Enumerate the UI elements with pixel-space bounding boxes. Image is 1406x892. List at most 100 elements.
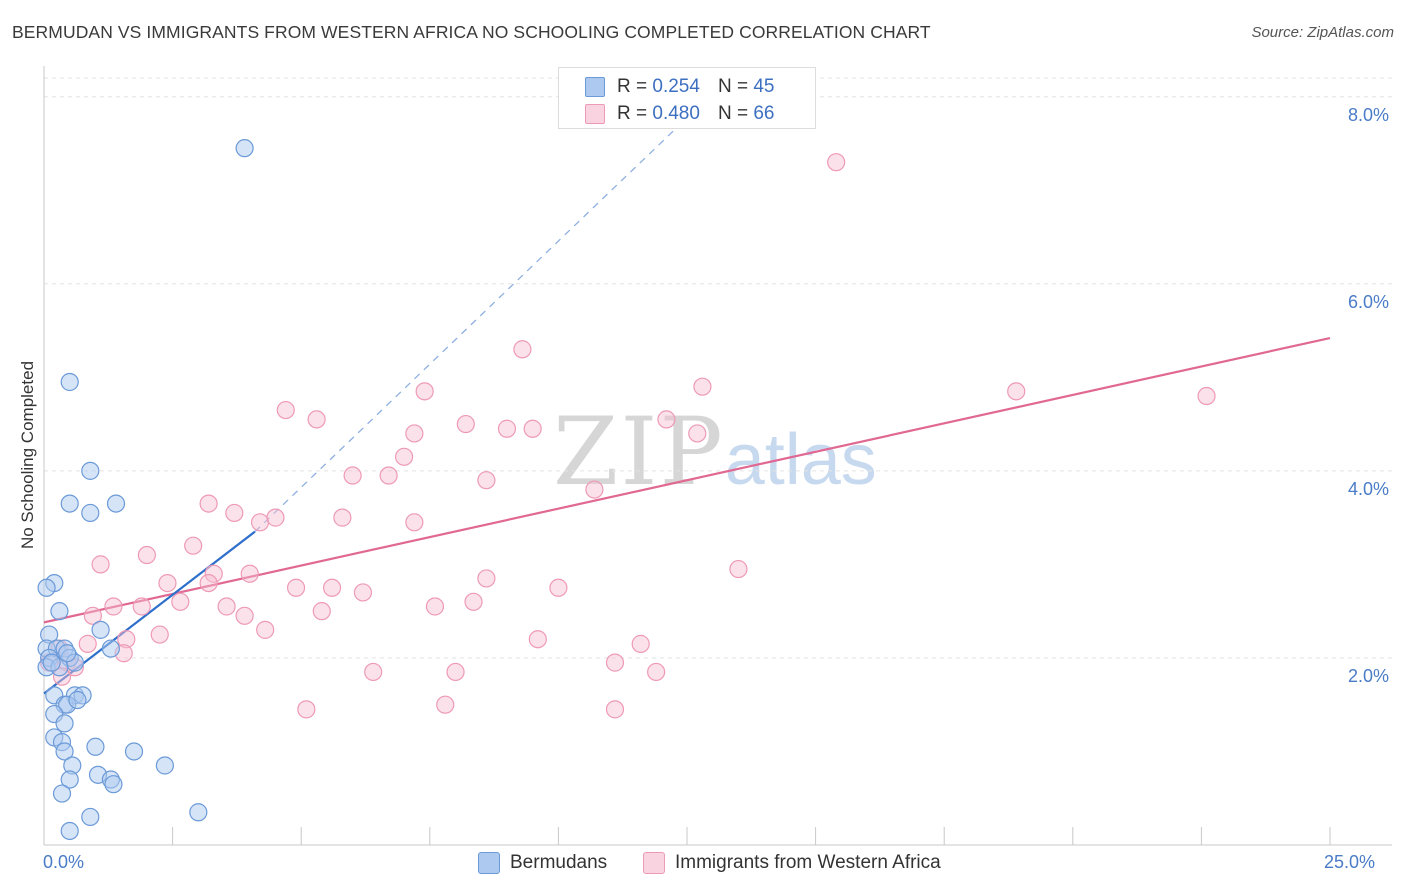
legend-r-label: R =: [617, 103, 648, 124]
legend-n-value: 66: [753, 103, 775, 124]
point-bermudans: [81, 503, 100, 523]
series-legend-bermudans[interactable]: Bermudans: [478, 852, 607, 874]
watermark-atlas: atlas: [724, 420, 877, 500]
series-label-bermudans: Bermudans: [510, 852, 608, 873]
legend-r-label: R =: [617, 76, 648, 97]
point-wafrica: [513, 340, 532, 359]
point-wafrica: [394, 447, 414, 466]
point-wafrica: [497, 419, 517, 438]
series-legend: Bermudans Immigrants from Western Africa: [0, 852, 1406, 876]
point-wafrica: [91, 555, 110, 574]
point-bermudans: [37, 578, 56, 597]
point-bermudans: [42, 653, 61, 672]
point-wafrica: [688, 424, 707, 443]
point-wafrica: [827, 153, 846, 172]
source-label: Source: ZipAtlas.com: [1251, 24, 1394, 41]
point-wafrica: [199, 573, 218, 593]
point-wafrica: [343, 466, 362, 485]
point-bermudans: [104, 775, 123, 794]
point-wafrica: [405, 513, 424, 532]
point-wafrica: [631, 634, 650, 653]
point-wafrica: [137, 545, 156, 565]
point-wafrica: [364, 662, 383, 682]
legend-r-value: 0.480: [652, 103, 700, 124]
point-wafrica: [446, 662, 465, 682]
point-wafrica: [78, 634, 97, 653]
legend-n-label: N =: [717, 103, 749, 124]
correlation-legend: R = 0.254 N = 45 R = 0.480 N = 66: [558, 67, 816, 129]
series-swatch-bermudans: [478, 852, 500, 874]
series-legend-wafrica[interactable]: Immigrants from Western Africa: [643, 852, 941, 874]
trend-line-wafrica: [43, 336, 1331, 624]
point-wafrica: [276, 400, 295, 420]
watermark: ZIPatlas: [553, 398, 877, 507]
point-bermudans: [81, 807, 100, 827]
point-wafrica: [464, 592, 483, 611]
point-wafrica: [150, 625, 169, 644]
point-bermudans: [81, 461, 100, 480]
point-bermudans: [189, 803, 208, 822]
point-bermudans: [60, 494, 79, 513]
point-wafrica: [657, 410, 676, 429]
point-bermudans: [60, 770, 79, 789]
watermark-zip: ZIP: [553, 398, 725, 507]
point-bermudans: [55, 742, 74, 761]
y-tick-label: 4.0%: [1348, 478, 1390, 499]
y-tick-label: 8.0%: [1348, 104, 1390, 125]
point-bermudans: [68, 690, 87, 710]
legend-swatch-wafrica: [585, 104, 605, 124]
legend-swatch-bermudans: [585, 77, 605, 97]
point-wafrica: [549, 578, 568, 597]
legend-n-value: 45: [753, 76, 775, 97]
point-bermudans: [235, 139, 254, 158]
point-wafrica: [585, 480, 604, 499]
point-wafrica: [256, 620, 275, 639]
point-wafrica: [415, 382, 434, 401]
point-wafrica: [528, 630, 547, 649]
point-wafrica: [405, 424, 424, 443]
point-wafrica: [333, 508, 352, 527]
trend-layer: [43, 68, 1331, 695]
point-wafrica: [1007, 382, 1026, 401]
point-wafrica: [250, 513, 270, 532]
point-wafrica: [436, 695, 455, 714]
point-wafrica: [312, 602, 331, 621]
point-bermudans: [91, 620, 110, 639]
point-wafrica: [297, 700, 316, 719]
point-wafrica: [729, 559, 748, 579]
point-wafrica: [171, 592, 190, 611]
point-wafrica: [184, 536, 203, 555]
y-tick-label: 6.0%: [1348, 291, 1390, 312]
point-wafrica: [456, 414, 475, 434]
point-wafrica: [693, 377, 712, 396]
point-wafrica: [158, 573, 177, 593]
series-label-wafrica: Immigrants from Western Africa: [675, 852, 941, 873]
point-bermudans: [50, 602, 69, 621]
point-wafrica: [1197, 386, 1216, 406]
x-tick-label-min: 0.0%: [43, 852, 85, 872]
chart-title: BERMUDAN VS IMMIGRANTS FROM WESTERN AFRI…: [12, 22, 931, 42]
point-wafrica: [477, 569, 496, 588]
point-wafrica: [477, 471, 496, 490]
legend-n-label: N =: [717, 76, 749, 97]
point-bermudans: [55, 714, 74, 733]
trend-line-bermudans-extrapolated: [254, 68, 739, 533]
point-wafrica: [83, 606, 102, 625]
point-wafrica: [266, 508, 285, 527]
legend-row-bermudans: R = 0.254 N = 45: [585, 74, 774, 100]
point-wafrica: [379, 466, 398, 485]
point-wafrica: [104, 597, 123, 616]
point-wafrica: [199, 494, 218, 513]
point-wafrica: [647, 662, 666, 682]
point-wafrica: [605, 700, 625, 719]
point-wafrica: [523, 419, 542, 438]
point-bermudans: [124, 742, 144, 761]
point-wafrica: [204, 564, 223, 583]
point-bermudans: [60, 372, 79, 392]
legend-r-value: 0.254: [652, 76, 700, 97]
point-bermudans: [58, 644, 77, 663]
point-wafrica: [217, 597, 236, 616]
point-wafrica: [307, 410, 326, 429]
point-bermudans: [52, 784, 72, 803]
